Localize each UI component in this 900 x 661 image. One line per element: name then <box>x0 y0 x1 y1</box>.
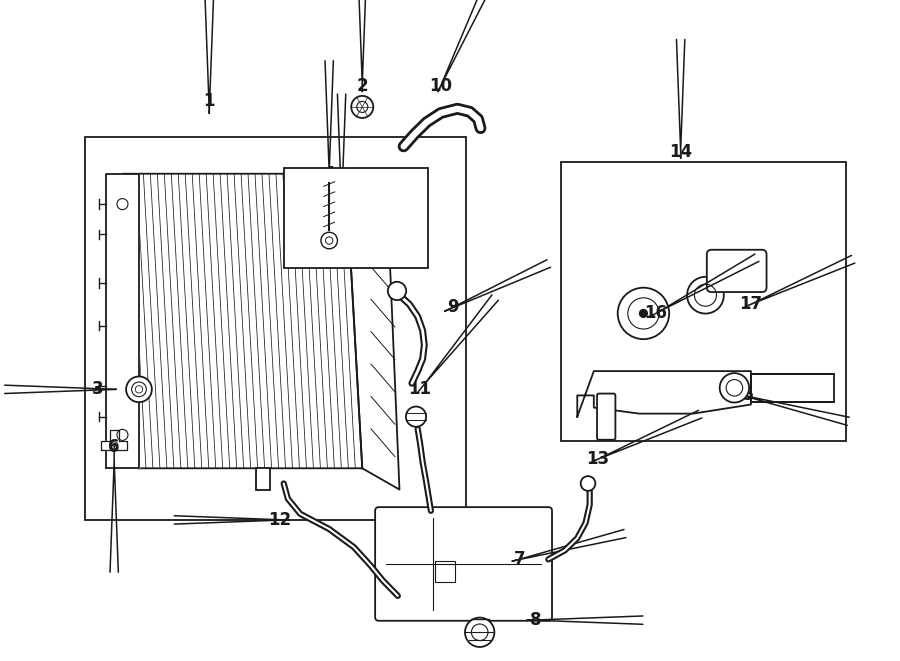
Bar <box>256 468 270 490</box>
Text: 11: 11 <box>409 380 432 399</box>
Circle shape <box>465 617 494 647</box>
Text: 1: 1 <box>203 92 215 110</box>
Polygon shape <box>577 371 751 416</box>
Text: 2: 2 <box>356 77 368 95</box>
FancyBboxPatch shape <box>375 507 552 621</box>
Circle shape <box>580 476 596 491</box>
Bar <box>86 137 465 520</box>
Bar <box>751 374 833 402</box>
Text: 13: 13 <box>587 450 609 468</box>
Text: 15: 15 <box>731 387 754 405</box>
Circle shape <box>117 198 128 210</box>
Circle shape <box>321 232 338 249</box>
Bar <box>284 168 428 268</box>
Circle shape <box>687 277 724 313</box>
Text: 12: 12 <box>268 511 291 529</box>
FancyBboxPatch shape <box>597 393 616 440</box>
Circle shape <box>406 407 426 427</box>
Circle shape <box>639 309 648 318</box>
Text: 6: 6 <box>108 438 120 456</box>
Bar <box>561 161 846 441</box>
Text: 16: 16 <box>644 305 667 323</box>
Circle shape <box>720 373 749 403</box>
Circle shape <box>117 430 128 440</box>
Text: 9: 9 <box>447 298 459 317</box>
Text: 14: 14 <box>669 143 692 161</box>
Circle shape <box>126 377 152 402</box>
FancyBboxPatch shape <box>706 250 767 292</box>
Text: 8: 8 <box>530 611 542 629</box>
Text: 5: 5 <box>336 204 347 222</box>
Text: 4: 4 <box>323 165 335 182</box>
Text: 17: 17 <box>740 295 762 313</box>
Circle shape <box>617 288 670 339</box>
Bar <box>435 561 455 582</box>
Text: 7: 7 <box>514 551 526 568</box>
Polygon shape <box>106 174 139 468</box>
Circle shape <box>388 282 406 300</box>
Polygon shape <box>102 430 127 450</box>
Polygon shape <box>346 174 400 490</box>
Circle shape <box>351 96 374 118</box>
Text: 3: 3 <box>92 380 104 399</box>
Text: 10: 10 <box>429 77 453 95</box>
